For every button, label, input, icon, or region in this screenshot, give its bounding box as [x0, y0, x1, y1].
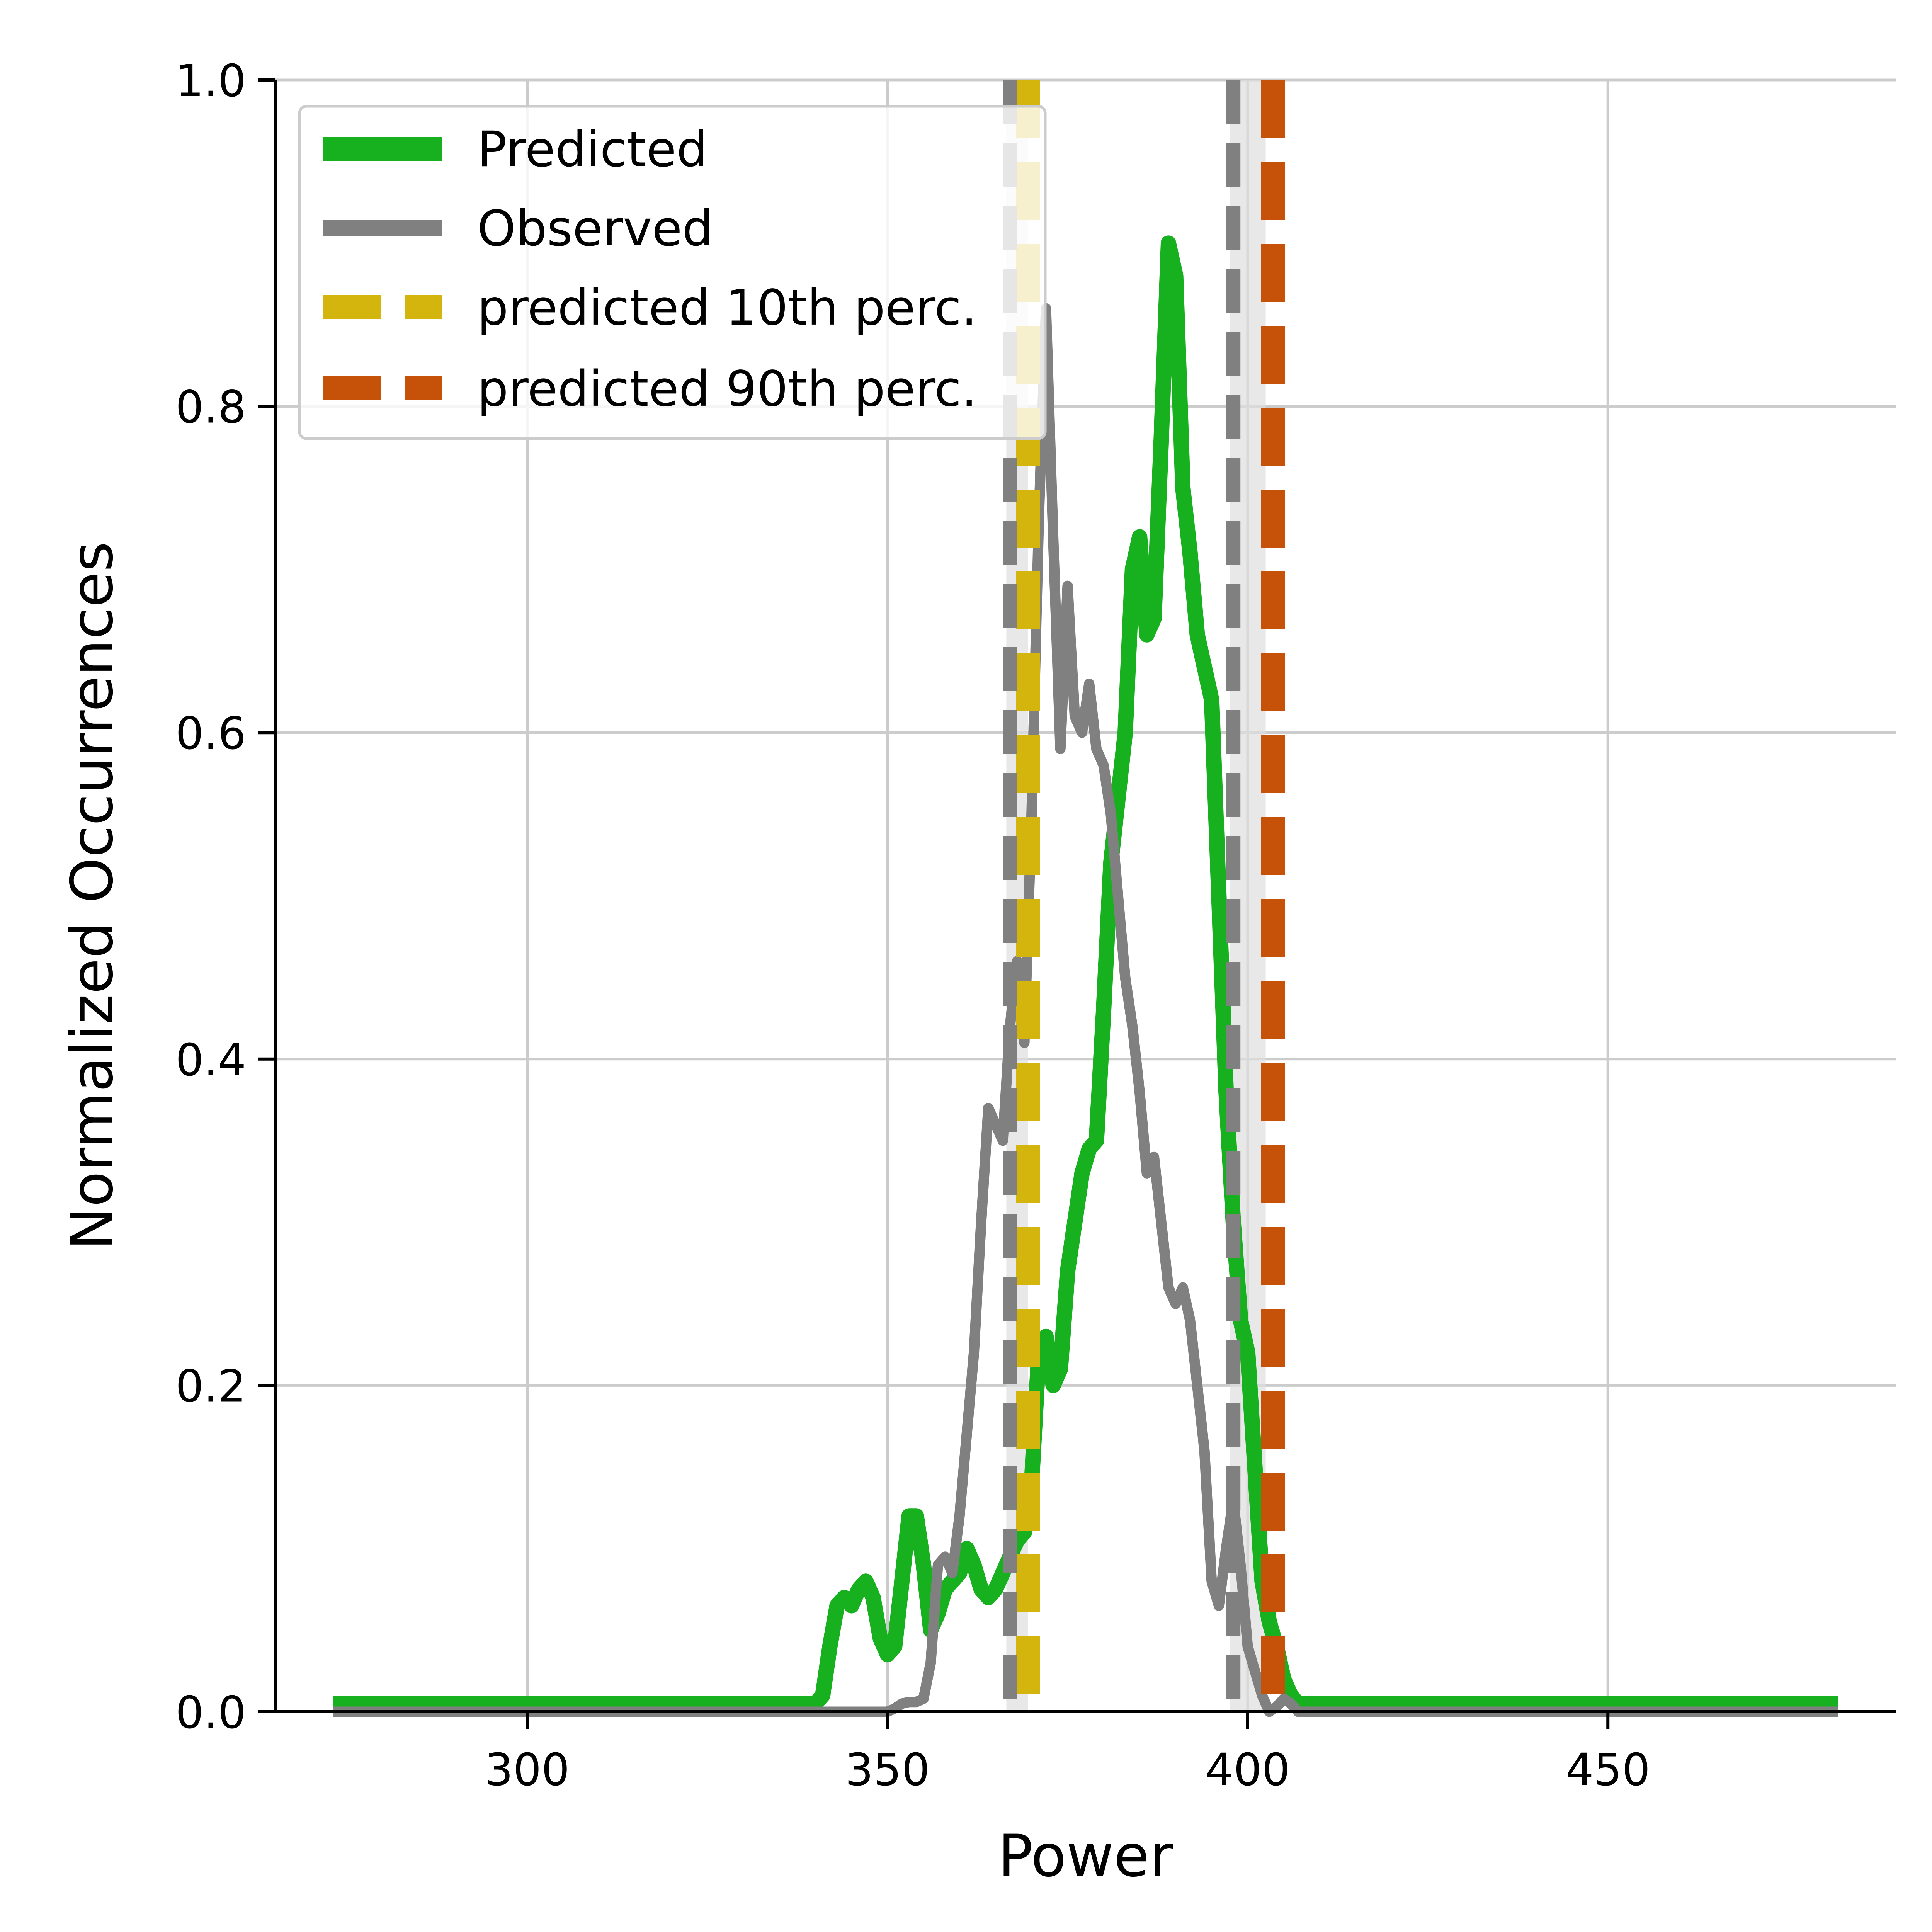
legend-label-90th-percentile: predicted 90th perc.: [477, 360, 977, 417]
series-line-predicted: [333, 235, 1838, 1711]
x-tick-label-400: 400: [1205, 1744, 1290, 1796]
legend-label-10th-percentile: predicted 10th perc.: [477, 279, 977, 336]
legend-box: [298, 105, 1047, 440]
y-tick-label-1: 1.0: [175, 55, 246, 107]
y-tick-label-0-8: 0.8: [175, 382, 246, 434]
series-lines: [333, 235, 1838, 1717]
legend-label-predicted: Predicted: [477, 121, 707, 178]
legend-label-observed: Observed: [477, 200, 713, 257]
x-tick-label-300: 300: [485, 1744, 570, 1796]
y-tick-label-0: 0.0: [175, 1687, 246, 1739]
y-axis-label: Normalized Occurrences: [59, 541, 126, 1250]
tick-labels: 300 350 400 450 0.0 0.2 0.4 0.6 0.8 1.0: [175, 55, 1650, 1796]
series-line-observed: [333, 303, 1838, 1717]
legend: Predicted Observed predicted 10th perc. …: [298, 105, 1047, 440]
axes: [274, 80, 1896, 1713]
x-axis-label: Power: [998, 1823, 1173, 1890]
x-tick-label-350: 350: [845, 1744, 930, 1796]
y-tick-label-0-4: 0.4: [175, 1034, 246, 1086]
y-tick-label-0-6: 0.6: [175, 708, 246, 760]
y-tick-label-0-2: 0.2: [175, 1361, 246, 1412]
x-tick-label-450: 450: [1565, 1744, 1650, 1796]
